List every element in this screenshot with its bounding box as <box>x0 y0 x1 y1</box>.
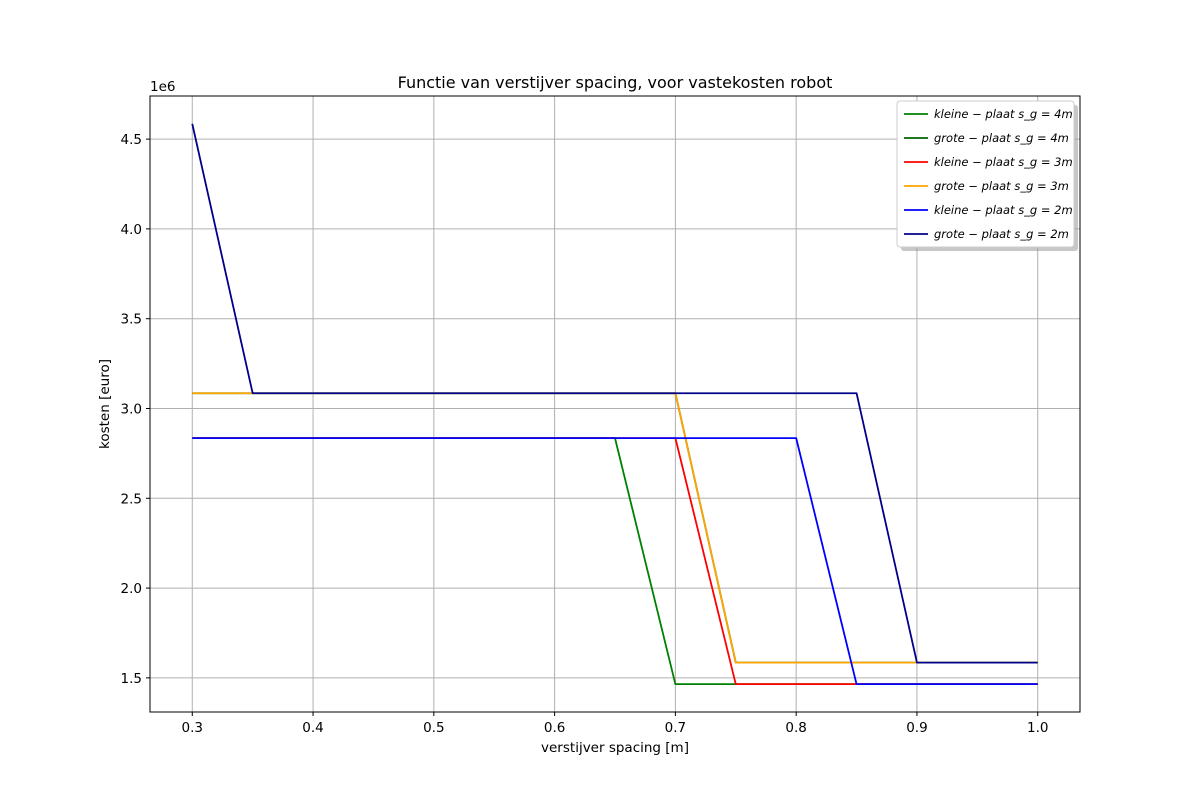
series-line-5 <box>192 437 1038 686</box>
legend-label-5: kleine − plaat s_g = 2m <box>934 203 1073 217</box>
y-tick-label: 3.0 <box>121 401 142 417</box>
x-tick-label: 0.5 <box>423 720 444 736</box>
legend-label-1: kleine − plaat s_g = 4m <box>934 107 1073 121</box>
legend-items: kleine − plaat s_g = 4m grote − plaat s_g… <box>904 107 1073 241</box>
y-tick-label: 2.0 <box>121 581 142 597</box>
x-axis-label: verstijver spacing [m] <box>541 740 689 756</box>
y-axis-offset-label: 1e6 <box>150 79 175 95</box>
x-tick-label: 1.0 <box>1027 720 1048 736</box>
x-tick-label: 0.4 <box>302 720 323 736</box>
plot-frame <box>149 95 1081 713</box>
legend-label-3: kleine − plaat s_g = 3m <box>934 155 1073 169</box>
legend-label-2: grote − plaat s_g = 4m <box>934 131 1069 145</box>
y-tick-label: 2.5 <box>121 491 142 507</box>
legend-label-6: grote − plaat s_g = 2m <box>934 227 1069 241</box>
x-tick-label: 0.3 <box>182 720 203 736</box>
y-tick-label: 4.5 <box>121 132 142 148</box>
x-tick-label: 0.7 <box>665 720 686 736</box>
x-tick-label: 0.9 <box>906 720 927 736</box>
series-lines <box>191 123 1038 686</box>
y-tick-label: 1.5 <box>121 671 142 687</box>
legend-box <box>896 100 1075 248</box>
legend: kleine − plaat s_g = 4m grote − plaat s_g… <box>896 100 1078 251</box>
y-axis-label: kosten [euro] <box>97 359 113 449</box>
axis-ticks: 0.3 0.4 0.5 0.6 0.7 0.8 0.9 1.0 1.5 2.0 2.5 3.0 3.5 4… <box>121 132 1049 736</box>
y-tick-label: 4.0 <box>121 222 142 238</box>
series-line-6 <box>191 123 1038 664</box>
x-tick-label: 0.8 <box>785 720 806 736</box>
chart-title: Functie van verstijver spacing, voor vas… <box>398 73 833 92</box>
x-tick-label: 0.6 <box>544 720 565 736</box>
y-tick-label: 3.5 <box>121 312 142 328</box>
legend-label-4: grote − plaat s_g = 3m <box>934 179 1069 193</box>
